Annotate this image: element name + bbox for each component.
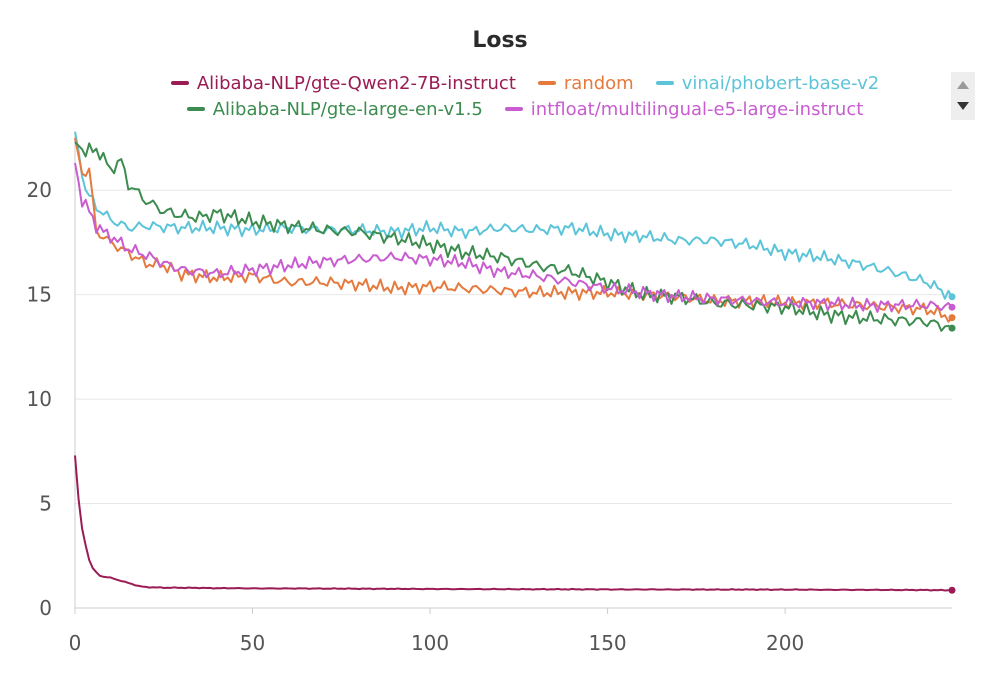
x-tick-label: 200: [766, 631, 804, 655]
legend-label: Alibaba-NLP/gte-large-en-v1.5: [212, 98, 483, 120]
y-tick-label: 10: [27, 387, 52, 411]
legend-swatch: [504, 107, 523, 111]
series-line: [74, 141, 953, 332]
legend-item-e5-large[interactable]: intfloat/multilingual-e5-large-instruct: [504, 98, 864, 120]
x-tick-label: 0: [69, 631, 82, 655]
legend: Alibaba-NLP/gte-Qwen2-7B-instruct random…: [110, 70, 940, 122]
legend-item-phobert[interactable]: vinai/phobert-base-v2: [655, 72, 880, 94]
legend-item-gte-qwen2[interactable]: Alibaba-NLP/gte-Qwen2-7B-instruct: [170, 72, 516, 94]
series-end-marker: [948, 324, 956, 332]
series-end-marker: [948, 303, 956, 311]
scroll-up-icon[interactable]: [957, 81, 969, 89]
legend-item-random[interactable]: random: [537, 72, 634, 94]
scroll-down-icon[interactable]: [957, 102, 969, 110]
legend-swatch: [655, 81, 674, 85]
legend-label: Alibaba-NLP/gte-Qwen2-7B-instruct: [196, 72, 516, 94]
y-tick-label: 20: [27, 178, 52, 202]
legend-swatch: [170, 81, 189, 85]
series-line: [74, 131, 953, 300]
series-end-marker: [948, 314, 956, 322]
legend-scrollbar[interactable]: [951, 72, 975, 120]
legend-row-1: Alibaba-NLP/gte-Qwen2-7B-instruct random…: [110, 70, 940, 96]
legend-row-2: Alibaba-NLP/gte-large-en-v1.5 intfloat/m…: [110, 96, 940, 122]
legend-label: random: [563, 72, 634, 94]
series-end-marker: [948, 586, 956, 594]
chart-title: Loss: [472, 28, 528, 53]
series-line: [74, 455, 952, 592]
legend-swatch: [537, 81, 556, 85]
legend-label: intfloat/multilingual-e5-large-instruct: [530, 98, 864, 120]
series-end-marker: [948, 293, 956, 301]
x-tick-label: 50: [240, 631, 265, 655]
legend-label: vinai/phobert-base-v2: [681, 72, 880, 94]
x-tick-label: 150: [588, 631, 626, 655]
y-tick-label: 5: [39, 492, 52, 516]
y-tick-label: 15: [27, 283, 52, 307]
y-tick-label: 0: [39, 596, 52, 620]
legend-item-gte-large[interactable]: Alibaba-NLP/gte-large-en-v1.5: [186, 98, 483, 120]
series-line: [74, 162, 953, 313]
legend-swatch: [186, 107, 205, 111]
x-tick-label: 100: [411, 631, 449, 655]
